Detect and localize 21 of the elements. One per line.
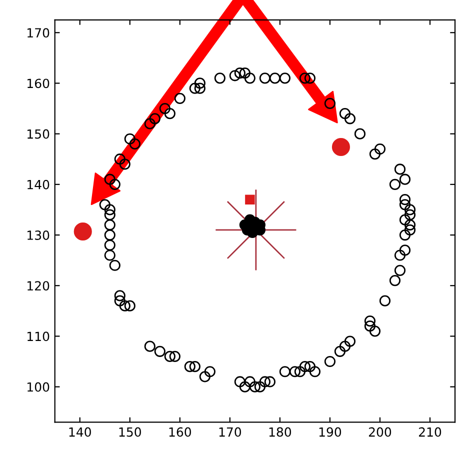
x-tick-label: 190	[319, 427, 342, 437]
x-tick-label: 140	[69, 427, 91, 437]
point	[245, 194, 255, 204]
y-tick-label: 100	[28, 382, 50, 392]
y-tick-label: 120	[28, 281, 50, 291]
point	[332, 138, 350, 156]
point	[242, 224, 253, 236]
point	[74, 222, 92, 240]
y-tick-label: 140	[28, 180, 50, 190]
x-tick-label: 210	[418, 427, 442, 437]
y-tick-label: 170	[28, 28, 50, 38]
y-tick-label: 110	[28, 332, 50, 342]
y-tick-label: 150	[28, 129, 50, 139]
y-tick-label: 130	[28, 230, 50, 240]
y-tick-label: 160	[28, 78, 50, 88]
point	[214, 188, 297, 271]
x-tick-label: 180	[269, 427, 292, 437]
x-tick-label: 160	[169, 427, 192, 437]
x-tick-label: 170	[219, 427, 242, 437]
x-tick-label: 200	[368, 427, 392, 437]
x-tick-label: 150	[119, 427, 141, 437]
